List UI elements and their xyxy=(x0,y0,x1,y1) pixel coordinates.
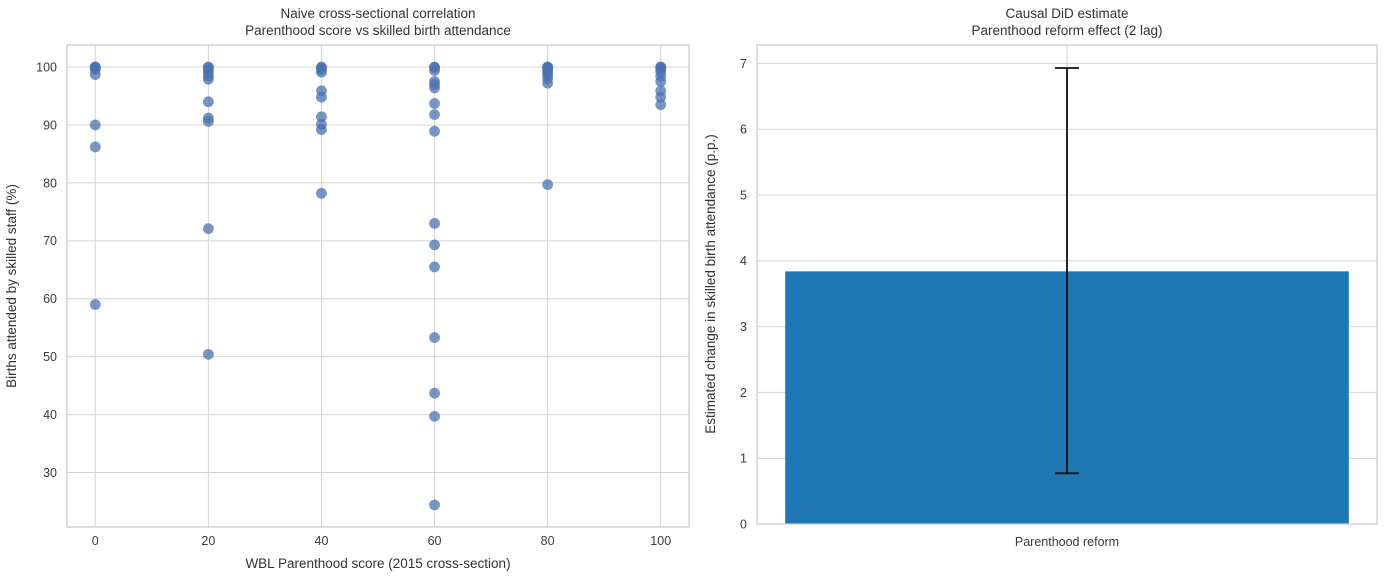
y-tick-label: 40 xyxy=(43,408,57,422)
scatter-point xyxy=(316,91,327,103)
y-tick-label: 5 xyxy=(740,188,747,202)
y-tick-label: 2 xyxy=(740,386,747,400)
x-tick-label: 80 xyxy=(541,534,555,548)
scatter-point xyxy=(542,179,554,191)
bar-plot-area-group: 0 1 2 3 4 5 6 7 xyxy=(740,44,1378,531)
scatter-point xyxy=(429,499,440,511)
bar-title-line2: Parenthood reform effect (2 lag) xyxy=(971,23,1162,38)
y-tick-label: 90 xyxy=(43,118,57,132)
scatter-point xyxy=(202,116,214,127)
y-tick-label: 3 xyxy=(740,320,747,334)
scatter-point xyxy=(316,111,327,123)
scatter-point xyxy=(316,124,327,135)
x-tick-label: 60 xyxy=(428,534,442,548)
y-tick-label: 100 xyxy=(36,60,57,74)
x-tick-label: 100 xyxy=(650,534,671,548)
scatter-point xyxy=(429,109,440,120)
y-tick-label: 70 xyxy=(43,234,57,248)
bar-xtick-label: Parenthood reform xyxy=(1015,535,1119,549)
scatter-point xyxy=(429,239,440,251)
y-tick-label: 30 xyxy=(43,466,57,480)
y-tick-label: 4 xyxy=(740,254,747,268)
scatter-point xyxy=(316,66,327,78)
y-tick-label: 6 xyxy=(740,123,747,137)
scatter-chart: 0 20 40 60 80 100 30 40 50 60 70 80 90 100 Naive cros… xyxy=(4,6,690,571)
scatter-point xyxy=(89,141,101,153)
y-tick-label: 60 xyxy=(43,292,57,306)
x-tick-label: 0 xyxy=(92,534,99,548)
y-tick-label: 1 xyxy=(740,452,747,466)
scatter-point xyxy=(429,82,440,94)
scatter-xaxis-label: WBL Parenthood score (2015 cross-section… xyxy=(245,556,510,571)
scatter-point xyxy=(655,91,667,103)
scatter-point xyxy=(542,77,554,89)
plot-border xyxy=(756,44,1378,525)
scatter-point xyxy=(202,223,214,235)
bar-title-line1: Causal DiD estimate xyxy=(1005,6,1128,21)
scatter-point xyxy=(429,98,440,109)
scatter-point xyxy=(202,73,214,85)
scatter-point xyxy=(89,69,101,80)
x-tick-label: 20 xyxy=(201,534,215,548)
scatter-point xyxy=(429,261,440,273)
scatter-point xyxy=(429,218,440,229)
y-tick-label: 80 xyxy=(43,176,57,190)
scatter-point xyxy=(429,65,440,76)
scatter-point xyxy=(655,99,667,111)
scatter-point xyxy=(429,125,440,137)
y-tick-label: 0 xyxy=(740,517,747,531)
scatter-point xyxy=(429,410,440,422)
scatter-plot-area-group: 0 20 40 60 80 100 30 40 50 60 70 80 90 100 xyxy=(36,44,690,548)
scatter-title-line2: Parenthood score vs skilled birth attend… xyxy=(245,23,511,38)
bar-yaxis-label: Estimated change in skilled birth attend… xyxy=(703,134,718,433)
x-tick-label: 40 xyxy=(315,534,329,548)
scatter-point xyxy=(202,96,214,108)
scatter-point xyxy=(316,187,327,199)
scatter-point xyxy=(655,76,667,87)
scatter-point xyxy=(89,299,101,310)
bar-chart: 0 1 2 3 4 5 6 7 Causal DiD estimate Parenthood … xyxy=(703,6,1378,549)
scatter-point xyxy=(429,332,440,343)
y-tick-label: 50 xyxy=(43,350,57,364)
y-tick-label: 7 xyxy=(740,57,747,71)
scatter-title-line1: Naive cross-sectional correlation xyxy=(280,6,475,21)
plot-border xyxy=(66,44,690,528)
scatter-point xyxy=(429,387,440,399)
scatter-point xyxy=(202,348,214,360)
scatter-yaxis-label: Births attended by skilled staff (%) xyxy=(4,184,19,388)
scatter-point xyxy=(89,119,101,131)
